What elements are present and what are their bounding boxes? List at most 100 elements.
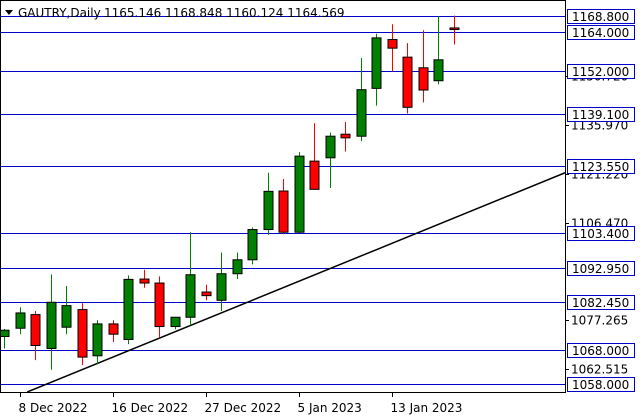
x-tick-label: 13 Jan 2023 (391, 401, 463, 415)
candle-body (77, 309, 88, 358)
candle-7 (108, 320, 119, 343)
candle-14 (216, 252, 227, 311)
ohlc-values: 1165.146 1168.848 1160.124 1164.569 (104, 6, 344, 20)
candle-19 (294, 152, 305, 234)
time-axis: 8 Dec 2022 16 Dec 2022 27 Dec 2022 5 Jan 20… (19, 392, 463, 415)
candle-body (278, 190, 289, 233)
candle-body (263, 190, 274, 231)
candle-body (216, 273, 227, 301)
plot-frame (0, 0, 566, 393)
candle-body (30, 314, 41, 346)
horizontal-levels (0, 16, 565, 385)
candle-4 (61, 286, 72, 335)
level-tag-5: 1103.400 (567, 226, 635, 241)
trend-line (26, 172, 565, 392)
candle-body (185, 274, 196, 318)
candle-body (154, 282, 165, 328)
x-tick-label: 16 Dec 2022 (112, 401, 189, 415)
level-tag-box (567, 377, 635, 392)
candle-body (449, 27, 460, 31)
level-tag-box (567, 9, 635, 24)
candle-body (433, 59, 444, 82)
level-tag-2: 1152.000 (567, 64, 635, 79)
level-tag-box (567, 295, 635, 310)
level-tag-box (567, 64, 635, 79)
x-tick-label: 27 Dec 2022 (205, 401, 282, 415)
candle-body (294, 155, 305, 233)
candle-body (340, 133, 351, 139)
candle-22 (340, 121, 351, 152)
candle-13 (201, 284, 212, 301)
level-tag-6: 1092.950 (567, 261, 635, 276)
candle-body (15, 312, 26, 329)
candle-body (309, 160, 320, 190)
candle-body (170, 316, 181, 328)
candle-16 (247, 227, 258, 265)
candle-6 (92, 320, 103, 365)
candle-25 (387, 24, 398, 72)
candle-9 (139, 269, 150, 288)
candle-2 (30, 310, 41, 361)
candle-10 (154, 276, 165, 338)
trend-line-layer (26, 172, 565, 392)
candle-3 (46, 274, 57, 370)
candle-21 (325, 132, 336, 189)
level-tag-box (567, 261, 635, 276)
candle-body (0, 329, 10, 338)
level-tag-0: 1168.800 (567, 9, 635, 24)
level-tag-8: 1068.000 (567, 343, 635, 358)
candle-18 (278, 179, 289, 235)
level-tag-label: 1164.000 (572, 26, 629, 40)
candle-body (325, 135, 336, 159)
candle-body (92, 323, 103, 357)
level-tag-label: 1068.000 (572, 344, 629, 358)
candle-26 (402, 43, 413, 114)
candle-5 (77, 303, 88, 366)
candle-23 (356, 58, 367, 142)
candle-28 (433, 16, 444, 85)
dropdown-triangle-icon[interactable] (5, 10, 13, 15)
candle-body (356, 89, 367, 137)
symbol-label: GAUTRY,Daily (18, 6, 101, 20)
level-tag-9: 1058.000 (567, 377, 635, 392)
level-tag-label: 1152.000 (572, 65, 629, 79)
level-tag-label: 1139.100 (572, 108, 629, 122)
candle-body (418, 67, 429, 91)
candle-body (371, 37, 382, 89)
level-tag-label: 1168.800 (572, 10, 629, 24)
candles (0, 15, 460, 370)
level-tag-1: 1164.000 (567, 25, 635, 40)
chart-header: GAUTRY,Daily 1165.146 1168.848 1160.124 … (5, 6, 344, 20)
level-tag-label: 1092.950 (572, 262, 629, 276)
candle-12 (185, 232, 196, 326)
candle-27 (418, 30, 429, 103)
level-tags: 1168.800 1164.000 1152.000 1139.100 1123.550… (567, 9, 635, 392)
candle-body (402, 56, 413, 108)
candle-20 (309, 123, 320, 190)
candle-24 (371, 33, 382, 106)
candle-body (61, 305, 72, 328)
candle-8 (123, 275, 134, 345)
candle-body (139, 278, 150, 284)
level-tag-label: 1082.450 (572, 296, 629, 310)
level-tag-3: 1139.100 (567, 107, 635, 122)
candle-15 (232, 252, 243, 280)
level-tag-label: 1123.550 (572, 160, 629, 174)
level-tag-box (567, 343, 635, 358)
candle-body (232, 259, 243, 275)
level-tag-label: 1058.000 (572, 378, 629, 392)
candle-11 (170, 316, 181, 330)
level-tag-label: 1103.400 (572, 227, 629, 241)
candle-0 (0, 328, 10, 349)
x-tick-label: 8 Dec 2022 (19, 401, 88, 415)
level-tag-box (567, 159, 635, 174)
candle-body (108, 323, 119, 335)
level-tag-box (567, 226, 635, 241)
level-tag-4: 1123.550 (567, 159, 635, 174)
x-tick-label: 5 Jan 2023 (298, 401, 362, 415)
y-tick-label: 1062.515 (571, 363, 628, 377)
candle-body (387, 39, 398, 49)
candle-17 (263, 172, 274, 235)
